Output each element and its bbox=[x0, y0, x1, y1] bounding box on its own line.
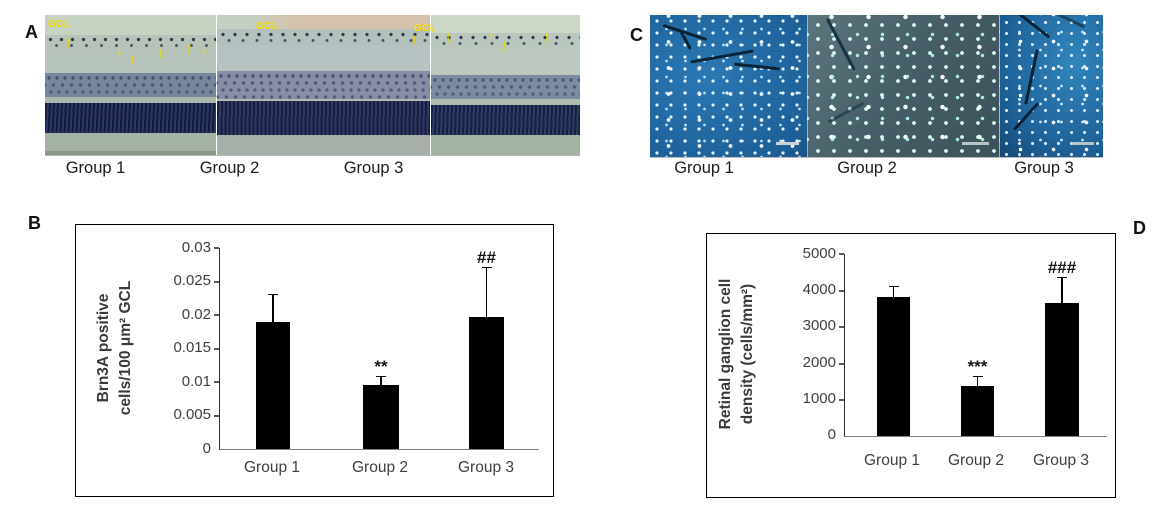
scale-bar bbox=[1073, 142, 1094, 145]
panel-a-letter: A bbox=[25, 22, 38, 42]
y-axis-tick bbox=[214, 348, 219, 350]
panel-b-y-axis-title: Brn3A positive cells/100 μm² GCL bbox=[93, 243, 137, 453]
y-tick-label: 0.01 bbox=[181, 373, 211, 390]
y-tick-label: 0.03 bbox=[181, 239, 211, 256]
panel-c-group1-label: Group 1 bbox=[674, 159, 734, 177]
blood-vessel bbox=[733, 62, 781, 70]
blood-vessel bbox=[826, 18, 857, 71]
y-axis-tick bbox=[839, 326, 844, 328]
panel-d-y-axis-title: Retinal ganglion cell density (cells/mm²… bbox=[715, 244, 761, 464]
panel-c-group2-micrograph bbox=[807, 15, 1000, 157]
panel-b-chart: Brn3A positive cells/100 μm² GCL 0.03 0.… bbox=[75, 224, 554, 497]
y-axis-tick bbox=[214, 415, 219, 417]
panel-b-letter: B bbox=[28, 213, 41, 233]
panel-c-group3-micrograph bbox=[999, 15, 1103, 157]
error-bar bbox=[268, 293, 278, 322]
x-category-label: Group 3 bbox=[457, 459, 514, 476]
error-bar bbox=[1057, 276, 1067, 303]
panel-c-group3-label: Group 3 bbox=[1014, 159, 1074, 177]
x-category-label: Group 2 bbox=[351, 459, 408, 476]
significance-annotation: ** bbox=[374, 357, 388, 377]
panel-a-group2-label: Group 2 bbox=[199, 159, 260, 177]
x-category-label: Group 1 bbox=[243, 459, 300, 476]
y-axis-tick bbox=[214, 281, 219, 283]
blood-vessel bbox=[828, 101, 865, 123]
panel-c-group2-label: Group 2 bbox=[837, 159, 897, 177]
bar-group-2: ** bbox=[363, 248, 399, 449]
y-tick-label: 0.005 bbox=[173, 406, 211, 423]
bar-group-3: ## bbox=[469, 248, 504, 449]
y-tick-label: 0 bbox=[827, 426, 836, 443]
blood-vessel bbox=[1024, 49, 1040, 105]
significance-annotation: ## bbox=[477, 248, 496, 268]
bar bbox=[961, 385, 994, 436]
panel-a-group1-micrograph bbox=[45, 15, 217, 155]
panel-a-group2-micrograph bbox=[216, 15, 430, 155]
y-axis-title-line1: Brn3A positive bbox=[95, 293, 112, 403]
y-axis-tick bbox=[214, 247, 219, 249]
x-category-label: Group 3 bbox=[1032, 452, 1089, 469]
y-tick-label: 0 bbox=[202, 440, 211, 457]
panel-b-plot-area: ** ## bbox=[214, 247, 539, 450]
panel-c-group1-micrograph bbox=[650, 15, 808, 157]
y-axis-title-line2: density (cells/mm²) bbox=[739, 283, 756, 425]
blood-vessel bbox=[1016, 15, 1051, 39]
y-axis-tick bbox=[214, 381, 219, 383]
panel-c-micrograph-strip bbox=[650, 15, 1103, 158]
y-tick-label: 2000 bbox=[802, 354, 836, 371]
panel-d-letter: D bbox=[1133, 218, 1146, 238]
y-tick-label: 0.015 bbox=[173, 339, 211, 356]
panel-d-plot-area: *** ### bbox=[839, 253, 1107, 437]
panel-a-group1-label: Group 1 bbox=[65, 159, 126, 177]
error-bar bbox=[376, 376, 386, 386]
bar bbox=[877, 296, 910, 436]
blood-vessel bbox=[1013, 102, 1040, 131]
y-axis-tick bbox=[214, 314, 219, 316]
bar-group-1 bbox=[256, 248, 290, 449]
y-tick-label: 3000 bbox=[802, 317, 836, 334]
scale-bar bbox=[776, 142, 800, 145]
y-tick-label: 0.02 bbox=[181, 306, 211, 323]
error-bar bbox=[972, 375, 983, 386]
y-axis-tick bbox=[839, 253, 844, 255]
bar bbox=[363, 385, 399, 449]
bar bbox=[256, 321, 290, 449]
bar bbox=[1045, 302, 1079, 436]
panel-c-letter: C bbox=[630, 25, 643, 45]
panel-a-micrograph-strip: GCL GCL GCL ↑ ↑ ↑ ↑ ↑ ↑ ↑ ↑ ↑ ↑ ↑ bbox=[45, 15, 580, 156]
bar-group-3: ### bbox=[1045, 254, 1079, 436]
bar-group-2: *** bbox=[961, 254, 994, 436]
significance-annotation: *** bbox=[967, 356, 988, 376]
y-tick-label: 0.025 bbox=[173, 272, 211, 289]
scale-bar bbox=[962, 142, 990, 145]
panel-a-group3-micrograph bbox=[429, 15, 580, 155]
y-axis-title-line1: Retinal ganglion cell bbox=[717, 278, 734, 430]
blood-vessel bbox=[690, 49, 754, 64]
y-tick-label: 5000 bbox=[802, 245, 836, 262]
panel-d-chart: Retinal ganglion cell density (cells/mm²… bbox=[706, 233, 1116, 498]
error-bar bbox=[888, 285, 899, 297]
bar bbox=[469, 317, 504, 449]
y-axis-tick bbox=[839, 399, 844, 401]
x-category-label: Group 1 bbox=[863, 452, 920, 469]
y-tick-label: 4000 bbox=[802, 281, 836, 298]
y-tick-label: 1000 bbox=[802, 390, 836, 407]
y-axis-tick bbox=[839, 290, 844, 292]
bar-group-1 bbox=[877, 254, 910, 436]
panel-a-group3-label: Group 3 bbox=[343, 159, 404, 177]
y-axis-tick bbox=[839, 363, 844, 365]
x-category-label: Group 2 bbox=[947, 452, 1004, 469]
blood-vessel bbox=[1057, 15, 1086, 28]
y-axis-title-line2: cells/100 μm² GCL bbox=[117, 280, 134, 416]
significance-annotation: ### bbox=[1047, 257, 1077, 277]
error-bar bbox=[481, 267, 492, 317]
